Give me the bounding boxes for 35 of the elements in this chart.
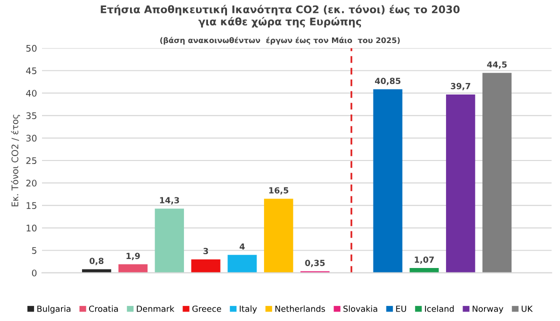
legend-label: UK bbox=[522, 306, 533, 312]
y-tick-label: 10 bbox=[26, 224, 37, 232]
y-tick-label: 0 bbox=[32, 270, 37, 276]
chart-title: Ετήσια Αποθηκευτική Ικανότητα CO2 (εκ. τόνοι) έως το 2030 για κάθε χώρα της Ευρώπης bbox=[100, 4, 460, 28]
legend-label: Bulgaria bbox=[37, 305, 70, 314]
legend-label: Croatia bbox=[89, 305, 118, 312]
y-tick-label: 45 bbox=[26, 67, 36, 74]
data-label: 4 bbox=[240, 243, 245, 250]
y-tick-label: 15 bbox=[26, 202, 36, 209]
legend-label: Iceland bbox=[425, 305, 454, 312]
legend-label: Slovakia bbox=[343, 305, 378, 312]
y-axis-title: Εκ. Τόνοι CO2 / έτος bbox=[10, 114, 20, 206]
legend-label: Greece bbox=[192, 306, 222, 312]
data-label: 44,5 bbox=[487, 61, 507, 69]
data-label: 39,7 bbox=[450, 82, 470, 90]
data-label: 0,35 bbox=[305, 260, 325, 268]
legend-label: Norway bbox=[472, 306, 504, 314]
y-tick-label: 40 bbox=[26, 90, 37, 97]
data-label: 1,07 bbox=[414, 256, 434, 264]
y-tick-label: 50 bbox=[26, 44, 37, 52]
legend-label: EU bbox=[396, 306, 406, 312]
y-tick-label: 5 bbox=[32, 247, 36, 254]
y-tick-label: 30 bbox=[26, 134, 37, 142]
data-label: 0,8 bbox=[90, 258, 104, 266]
data-label: 16,5 bbox=[269, 187, 288, 195]
y-tick-label: 35 bbox=[26, 112, 36, 120]
y-tick-label: 20 bbox=[26, 180, 37, 187]
data-label: 14,3 bbox=[160, 197, 180, 204]
data-label: 1,9 bbox=[126, 252, 140, 260]
y-tick-label: 25 bbox=[26, 157, 36, 164]
data-label: 3 bbox=[203, 248, 208, 254]
legend-label: Netherlands bbox=[275, 305, 326, 312]
legend-label: Denmark bbox=[136, 305, 174, 312]
data-label: 40,85 bbox=[374, 78, 400, 86]
legend-label: Italy bbox=[240, 305, 257, 314]
